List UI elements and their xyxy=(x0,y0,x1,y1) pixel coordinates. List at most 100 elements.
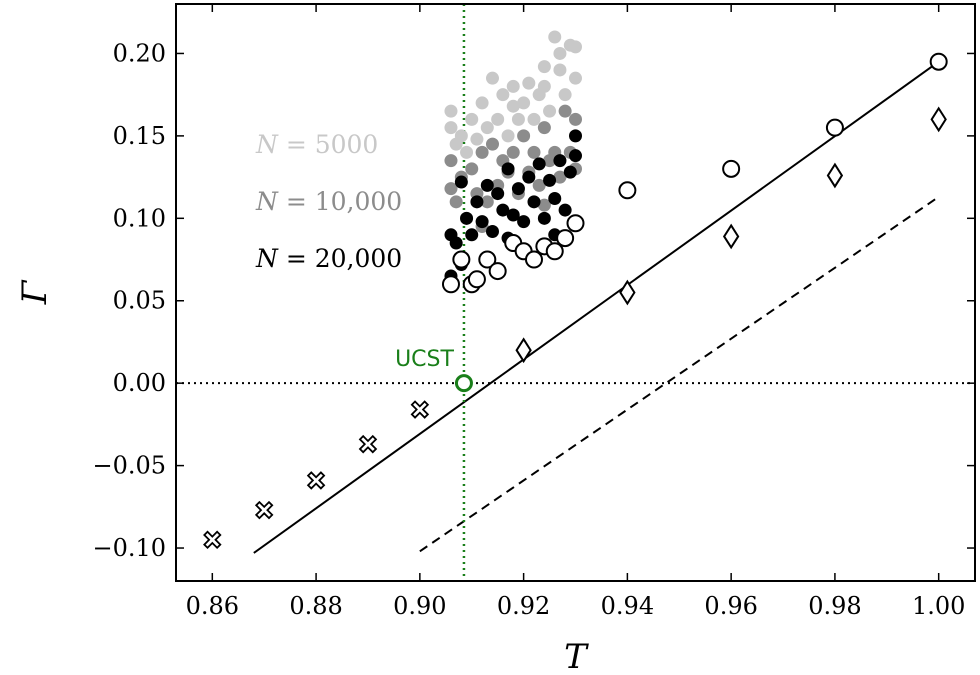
x-tick-label: 0.94 xyxy=(601,592,654,620)
data-point xyxy=(527,145,541,159)
data-point xyxy=(537,79,551,93)
data-point xyxy=(465,162,479,176)
data-point xyxy=(558,104,572,118)
data-point xyxy=(480,195,494,209)
data-point xyxy=(569,112,582,126)
data-point xyxy=(532,178,546,192)
x-tick-label: 0.92 xyxy=(497,592,550,620)
data-point xyxy=(553,154,567,168)
data-point xyxy=(569,129,582,143)
data-point xyxy=(460,145,474,159)
x-tick-label: 0.96 xyxy=(704,592,757,620)
solid-fit-line xyxy=(253,60,940,554)
data-point xyxy=(537,198,551,212)
legend-var: N xyxy=(255,244,279,273)
data-point xyxy=(449,195,463,209)
data-point xyxy=(930,106,947,133)
data-point xyxy=(506,99,520,113)
data-point xyxy=(444,104,458,118)
legend-eq: = xyxy=(278,130,315,159)
data-point xyxy=(470,132,484,146)
data-point xyxy=(491,112,505,126)
y-tick-label: 0.00 xyxy=(113,369,166,397)
data-point xyxy=(524,250,543,269)
data-point xyxy=(460,211,474,225)
x-tick-label: 0.90 xyxy=(393,592,446,620)
x-tick-label: 0.88 xyxy=(289,592,342,620)
data-point xyxy=(537,121,551,135)
legend-eq: = xyxy=(278,187,315,216)
ticks-layer: 0.86 0.88 0.90 0.92 0.94 0.96 0.98 1.00 −0.10 −0.… xyxy=(92,4,975,620)
data-point xyxy=(254,500,274,520)
data-point xyxy=(501,129,515,143)
data-point xyxy=(537,60,551,74)
data-point xyxy=(566,214,585,233)
data-point xyxy=(517,215,531,229)
data-point xyxy=(929,52,948,71)
data-point xyxy=(553,170,567,184)
data-point xyxy=(454,175,468,189)
data-point xyxy=(480,178,494,192)
data-point xyxy=(496,203,510,217)
legend-num: 5000 xyxy=(315,130,379,159)
data-point xyxy=(545,242,564,261)
data-point xyxy=(548,192,562,206)
data-point xyxy=(563,165,577,179)
data-point xyxy=(515,337,532,364)
data-point xyxy=(722,223,740,250)
data-point xyxy=(475,145,489,159)
data-point xyxy=(825,118,844,137)
data-point xyxy=(619,279,636,306)
data-point xyxy=(491,187,505,201)
ucst-marker xyxy=(454,374,473,393)
data-point xyxy=(475,96,489,110)
data-point xyxy=(558,88,572,102)
data-point xyxy=(444,182,458,196)
y-tick-label: −0.10 xyxy=(92,534,166,562)
data-point xyxy=(543,173,557,187)
data-point xyxy=(527,195,541,209)
data-point xyxy=(410,400,430,419)
legend-entry-n5000: N = 5000 xyxy=(255,130,378,159)
legend: N = 5000 N = 10,000 N = 20,000 xyxy=(255,130,402,273)
data-point xyxy=(506,79,520,93)
y-tick-label: 0.05 xyxy=(113,287,166,315)
data-point xyxy=(553,46,567,60)
data-point xyxy=(548,30,562,44)
data-point xyxy=(556,229,575,248)
data-point xyxy=(454,129,468,143)
data-point xyxy=(553,63,567,77)
data-point xyxy=(543,104,557,118)
legend-entry-n10000: N = 10,000 xyxy=(255,187,402,216)
legend-var: N xyxy=(255,130,279,159)
data-point xyxy=(506,208,520,222)
y-axis-label: Γ xyxy=(15,279,55,305)
data-point xyxy=(527,112,541,126)
data-point xyxy=(506,145,520,159)
data-point xyxy=(485,225,499,239)
data-point xyxy=(444,154,458,168)
data-point xyxy=(517,96,531,110)
data-point xyxy=(537,211,551,225)
data-point xyxy=(511,112,525,126)
data-point xyxy=(478,250,497,269)
data-point xyxy=(444,121,458,135)
x-tick-label: 0.98 xyxy=(808,592,861,620)
legend-eq: = xyxy=(278,244,315,273)
data-point xyxy=(485,137,499,151)
data-point xyxy=(722,159,741,178)
data-point xyxy=(485,71,499,85)
data-point xyxy=(569,71,582,85)
data-point xyxy=(618,181,637,200)
marks-layer xyxy=(176,4,975,581)
data-point xyxy=(826,162,844,189)
legend-num: 10,000 xyxy=(315,187,402,216)
y-tick-label: 0.15 xyxy=(113,122,166,150)
plot-frame xyxy=(175,3,976,582)
data-point xyxy=(452,250,471,269)
data-point xyxy=(465,112,479,126)
data-point xyxy=(449,236,463,250)
y-tick-label: −0.05 xyxy=(92,452,166,480)
data-point xyxy=(306,471,326,490)
